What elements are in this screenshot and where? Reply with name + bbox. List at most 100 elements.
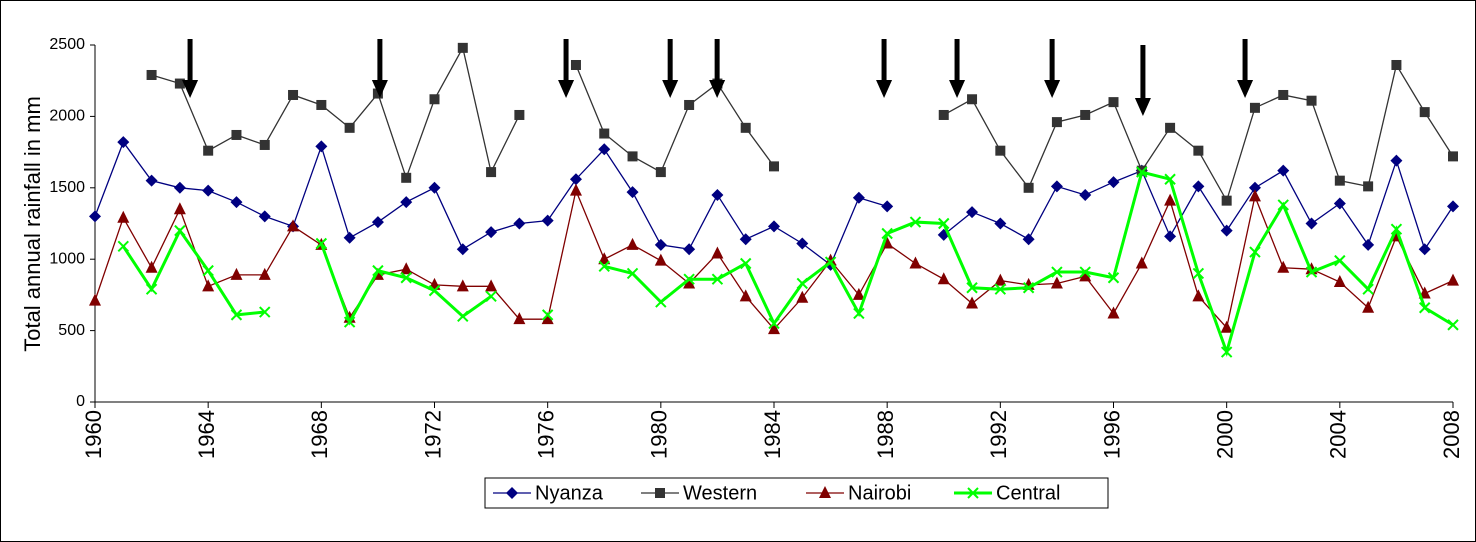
arrow	[558, 39, 575, 98]
marker	[598, 260, 610, 273]
marker	[343, 316, 356, 328]
marker	[683, 273, 695, 285]
marker	[824, 256, 837, 268]
x-tick-label: 1992	[986, 410, 1011, 459]
marker	[230, 309, 243, 321]
marker	[598, 143, 611, 156]
x-tick-label: 1972	[420, 410, 445, 459]
marker	[173, 202, 186, 215]
marker	[740, 122, 751, 133]
marker	[457, 42, 468, 53]
marker	[1419, 107, 1430, 118]
marker	[1165, 122, 1176, 133]
marker	[1334, 254, 1346, 267]
marker	[400, 196, 413, 209]
marker	[1333, 275, 1346, 288]
marker	[117, 240, 129, 253]
legend-label: Central	[996, 482, 1060, 504]
marker	[796, 290, 809, 303]
y-tick-label: 2500	[49, 36, 85, 53]
marker	[1249, 246, 1261, 258]
marker	[768, 322, 780, 335]
legend-label: Western	[683, 482, 757, 504]
marker	[258, 210, 271, 223]
marker	[231, 129, 242, 140]
marker	[1022, 282, 1035, 294]
marker	[994, 273, 1007, 286]
x-tick-label: 1960	[81, 410, 106, 459]
marker	[938, 109, 949, 120]
marker	[1051, 117, 1062, 128]
marker	[598, 252, 611, 265]
marker	[1391, 59, 1402, 70]
marker	[315, 140, 328, 153]
marker	[852, 287, 865, 300]
marker	[1305, 217, 1318, 230]
marker	[937, 272, 950, 285]
marker	[909, 256, 922, 269]
marker	[117, 136, 130, 149]
x-tick-label: 2004	[1326, 410, 1351, 459]
marker	[1080, 109, 1091, 120]
marker	[654, 238, 667, 251]
arrow	[1044, 39, 1061, 98]
marker	[1277, 199, 1289, 211]
marker	[1107, 176, 1120, 189]
marker	[202, 184, 215, 197]
legend-label: Nairobi	[848, 482, 911, 504]
x-tick-label: 1968	[307, 410, 332, 459]
marker	[1221, 195, 1232, 206]
series	[117, 166, 1459, 358]
marker	[1050, 276, 1063, 289]
marker	[429, 94, 440, 105]
marker	[909, 216, 922, 228]
marker	[769, 161, 779, 172]
marker	[89, 210, 101, 223]
marker	[1164, 230, 1177, 243]
marker	[1192, 267, 1205, 280]
marker	[1164, 173, 1176, 185]
x-tick-label: 1976	[533, 410, 558, 459]
x-tick-label: 2000	[1212, 410, 1237, 459]
marker	[513, 312, 526, 325]
arrow	[182, 39, 199, 98]
y-axis-label: Total annual rainfall in mm	[20, 96, 45, 352]
marker	[1277, 164, 1290, 177]
marker	[513, 217, 526, 230]
marker	[1136, 166, 1148, 178]
marker	[570, 59, 581, 70]
marker	[853, 307, 865, 320]
marker	[1448, 151, 1458, 162]
marker	[541, 214, 554, 227]
marker	[1362, 238, 1375, 251]
marker	[315, 237, 328, 250]
marker	[456, 243, 469, 256]
marker	[485, 226, 498, 239]
marker	[1333, 197, 1346, 210]
marker	[485, 279, 498, 292]
marker	[259, 139, 270, 150]
marker	[599, 128, 610, 139]
marker	[117, 210, 130, 223]
marker	[456, 279, 469, 292]
x-tick-label: 1964	[194, 410, 219, 459]
y-tick-label: 2000	[49, 108, 85, 125]
marker	[1051, 266, 1063, 278]
marker	[966, 282, 978, 294]
marker	[174, 78, 185, 89]
marker	[1447, 200, 1459, 213]
legend-label: Nyanza	[535, 482, 604, 504]
marker	[966, 206, 979, 219]
marker	[655, 296, 667, 308]
marker	[506, 487, 518, 499]
marker	[1248, 189, 1261, 202]
marker	[287, 219, 300, 232]
marker	[1135, 256, 1148, 269]
marker	[202, 264, 214, 277]
marker	[1022, 233, 1035, 246]
marker	[852, 191, 865, 204]
marker	[994, 217, 1007, 230]
marker	[819, 486, 831, 498]
marker	[1164, 193, 1177, 206]
marker	[457, 310, 469, 323]
